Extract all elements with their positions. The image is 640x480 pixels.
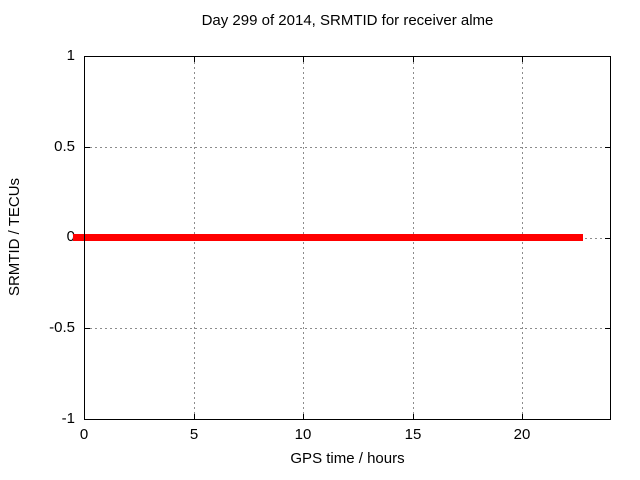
tick-right-0p5	[605, 147, 610, 148]
x-tick-label-20: 20	[513, 426, 531, 443]
gridline-y-m0p5	[85, 328, 610, 329]
left-axis-overlay	[84, 231, 85, 244]
x-tick-label-10: 10	[294, 426, 312, 443]
y-tick-label-0p5: 0.5	[54, 138, 75, 155]
tick-top-15	[413, 57, 414, 62]
x-tick-label-5: 5	[189, 426, 199, 443]
tick-bottom-20	[522, 414, 523, 419]
tick-bottom-5	[194, 414, 195, 419]
tick-right-m0p5	[605, 328, 610, 329]
x-tick-label-15: 15	[404, 426, 422, 443]
tick-bottom-10	[303, 414, 304, 419]
tick-bottom-15	[413, 414, 414, 419]
tick-left-m0p5	[85, 328, 90, 329]
gridline-y-0p5	[85, 147, 610, 148]
tick-left-0p5	[85, 147, 90, 148]
tick-top-20	[522, 57, 523, 62]
y-tick-label-m1: -1	[61, 410, 75, 427]
tick-top-5	[194, 57, 195, 62]
srmtid-data-line	[73, 234, 583, 241]
y-tick-label-1: 1	[66, 47, 75, 64]
tick-right-0	[605, 238, 610, 239]
tick-top-10	[303, 57, 304, 62]
x-tick-label-0: 0	[79, 426, 89, 443]
y-tick-label-0: 0	[66, 228, 75, 245]
x-axis-label: GPS time / hours	[290, 450, 405, 467]
chart-title: Day 299 of 2014, SRMTID for receiver alm…	[201, 12, 494, 29]
y-tick-label-m0p5: -0.5	[49, 319, 75, 336]
